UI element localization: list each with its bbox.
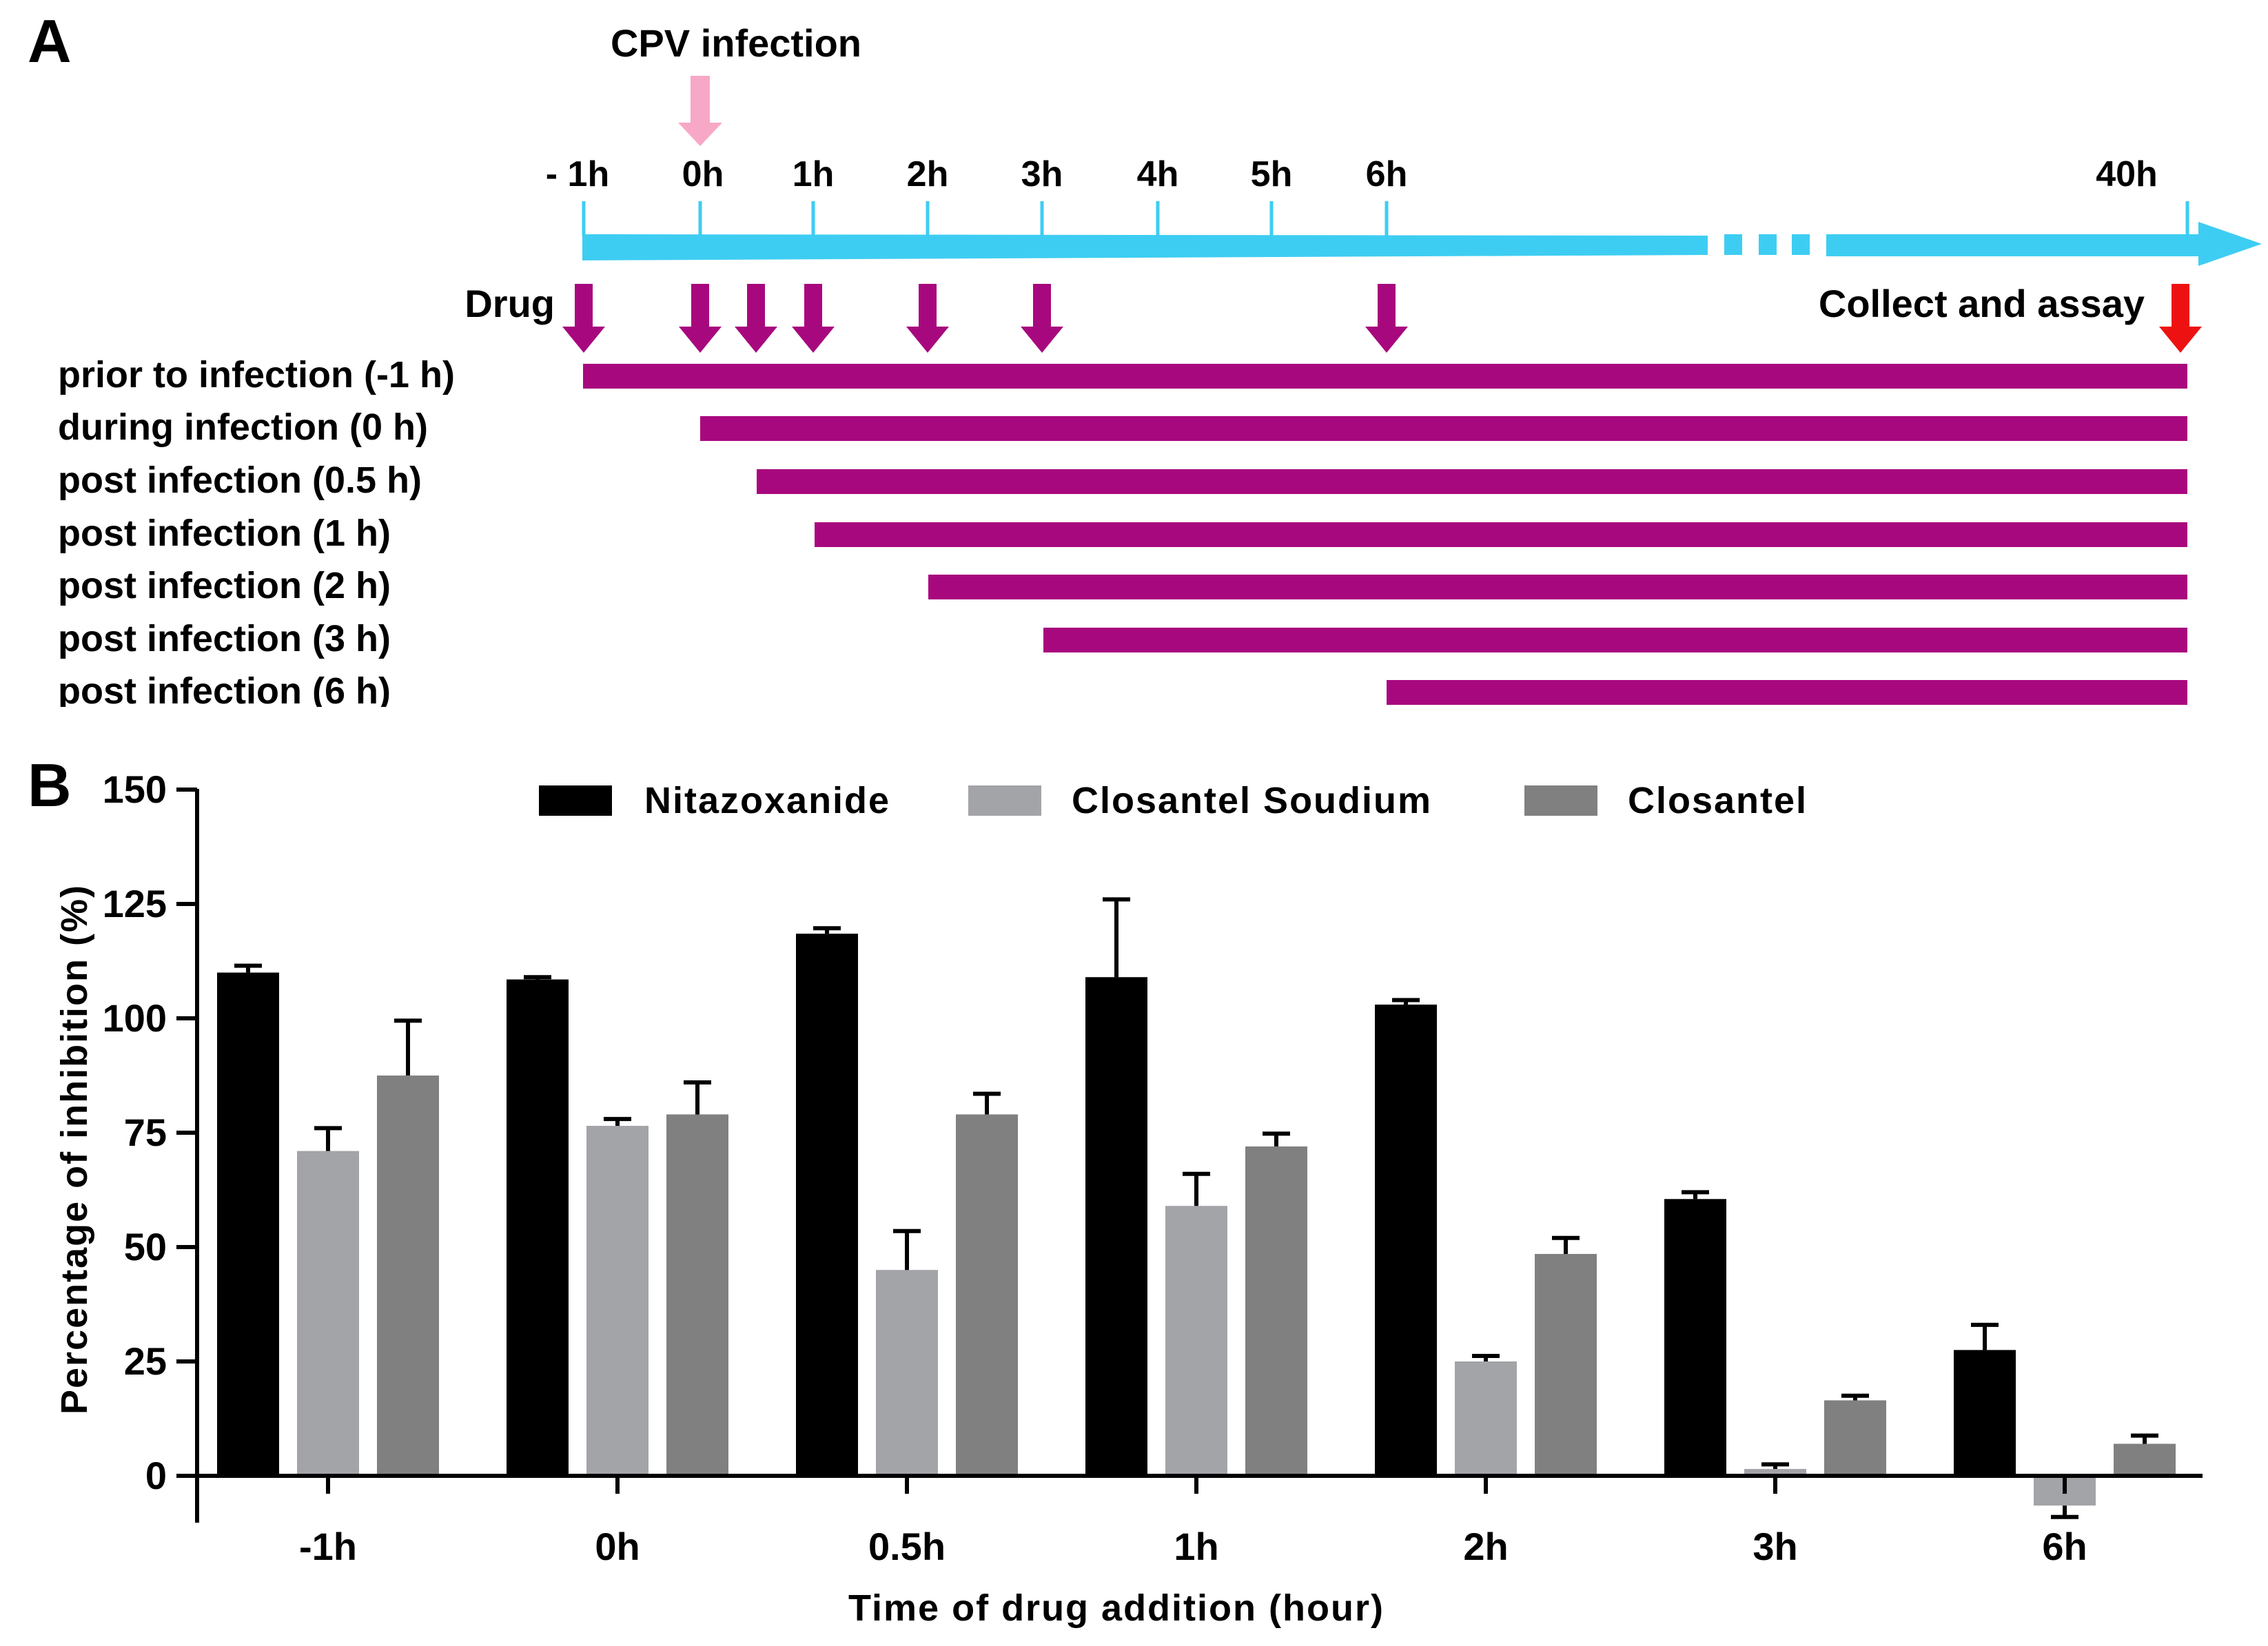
bar: [1455, 1361, 1517, 1476]
timeline-tick-label: 0h: [682, 154, 724, 194]
timeline-tick-label: 3h: [1021, 154, 1063, 194]
y-tick-label: 50: [124, 1225, 167, 1268]
plot-area: -1h 0h 0.5h 1h 2h 3h 6h 0 25 50 75 100 125 150: [103, 768, 2203, 1568]
drug-arrow-icon: [1365, 284, 1408, 353]
y-tick-label: 25: [124, 1339, 167, 1383]
bar: [377, 1076, 439, 1476]
x-tick-label: 3h: [1753, 1525, 1797, 1568]
treatment-bar: [1387, 680, 2187, 705]
drug-arrow-icon: [792, 284, 835, 353]
timeline-tick-label: 1h: [793, 154, 835, 194]
bar: [1664, 1199, 1726, 1476]
timeline-tick-label: 6h: [1366, 154, 1408, 194]
infection-arrow: [678, 76, 722, 146]
bar: [1824, 1400, 1886, 1476]
collect-label: Collect and assay: [1819, 282, 2145, 325]
bar: [1245, 1146, 1307, 1476]
bar: [507, 979, 569, 1476]
treatment-label: post infection (2 h): [58, 565, 391, 606]
bar: [1085, 977, 1147, 1476]
timeline-tick-label: 5h: [1251, 154, 1293, 194]
treatment-bar: [1043, 628, 2187, 652]
x-tick-label: 0h: [595, 1525, 640, 1568]
bar: [1744, 1469, 1806, 1476]
y-tick-label: 150: [103, 768, 167, 811]
treatment-bar: [757, 469, 2187, 494]
bar: [1375, 1005, 1437, 1476]
drug-arrow-icon: [1021, 284, 1063, 353]
bar: [2114, 1443, 2176, 1476]
bar: [1165, 1206, 1227, 1476]
bar: [1535, 1253, 1597, 1476]
drug-arrow-icon: [679, 284, 722, 353]
legend-label: Nitazoxanide: [644, 780, 890, 821]
drug-arrow-icon: [735, 284, 777, 353]
bar: [876, 1270, 938, 1476]
timeline-arrow: [582, 201, 2262, 266]
infection-label: CPV infection: [611, 21, 861, 65]
treatment-bar: [928, 575, 2187, 599]
legend: Nitazoxanide Closantel Soudium Closantel: [539, 780, 1808, 821]
treatment-label: prior to infection (-1 h): [58, 354, 455, 395]
x-tick-label: 0.5h: [868, 1525, 946, 1568]
bar: [956, 1114, 1018, 1476]
bar: [1954, 1350, 2016, 1476]
bar: [666, 1114, 728, 1476]
bar: [796, 934, 858, 1476]
bar: [586, 1126, 648, 1476]
treatment-label: during infection (0 h): [58, 407, 428, 448]
bar: [297, 1151, 359, 1476]
y-tick-label: 125: [103, 882, 167, 925]
legend-label: Closantel: [1628, 780, 1808, 821]
x-tick-label: 1h: [1174, 1525, 1218, 1568]
timeline-tick-label: 2h: [907, 154, 949, 194]
y-tick-label: 100: [103, 996, 167, 1040]
drug-label: Drug: [464, 282, 555, 325]
treatment-label: post infection (6 h): [58, 670, 391, 712]
collect-arrow-icon: [2159, 284, 2202, 353]
drug-arrow-icon: [562, 284, 605, 353]
treatment-label: post infection (1 h): [58, 513, 391, 554]
timeline-tick-label: 4h: [1137, 154, 1179, 194]
timeline-tick-label: - 1h: [546, 154, 609, 194]
drug-arrow-icon: [906, 284, 949, 353]
x-axis-title: Time of drug addition (hour): [848, 1587, 1385, 1629]
x-tick-label: 6h: [2042, 1525, 2087, 1568]
x-tick-label: 2h: [1463, 1525, 1508, 1568]
legend-swatch-closantel: [1524, 785, 1597, 816]
treatment-label: post infection (0.5 h): [58, 460, 422, 501]
x-tick-label: -1h: [299, 1525, 357, 1568]
bar: [217, 972, 279, 1476]
y-tick-label: 0: [145, 1454, 167, 1497]
y-axis-title: Percentage of inhibition (%): [54, 884, 95, 1414]
panel-a-timeline: A CPV infection - 1h 0h 1h 2h 3h 4h 5h 6…: [28, 7, 2262, 718]
legend-swatch-nitazoxanide: [539, 785, 612, 816]
legend-swatch-closantel-soudium: [968, 785, 1041, 816]
y-tick-label: 75: [124, 1111, 167, 1154]
panel-b-chart: B Nitazoxanide Closantel Soudium Closant…: [28, 751, 2203, 1629]
panel-a-letter: A: [28, 7, 72, 75]
timeline-tick-label: 40h: [2096, 154, 2158, 194]
treatment-bar: [583, 364, 2187, 389]
treatment-label: post infection (3 h): [58, 618, 391, 659]
panel-b-letter: B: [28, 751, 72, 819]
treatment-bar: [700, 416, 2187, 441]
legend-label: Closantel Soudium: [1072, 780, 1432, 821]
treatment-bar: [815, 522, 2187, 547]
